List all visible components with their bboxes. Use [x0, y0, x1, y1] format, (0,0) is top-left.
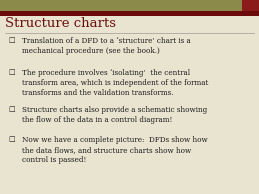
- Text: □: □: [8, 106, 15, 112]
- Text: □: □: [8, 37, 15, 43]
- Text: The procedure involves ‘isolating’  the central
transform area, which is indepen: The procedure involves ‘isolating’ the c…: [22, 69, 208, 97]
- FancyBboxPatch shape: [0, 0, 259, 11]
- Text: □: □: [8, 69, 15, 75]
- Text: Translation of a DFD to a ‘structure’ chart is a
mechanical procedure (see the b: Translation of a DFD to a ‘structure’ ch…: [22, 37, 191, 55]
- FancyBboxPatch shape: [242, 0, 259, 11]
- Text: □: □: [8, 136, 15, 142]
- Text: Structure charts: Structure charts: [5, 17, 116, 30]
- Text: Structure charts also provide a schematic showing
the flow of the data in a cont: Structure charts also provide a schemati…: [22, 106, 207, 124]
- Text: Now we have a complete picture:  DFDs show how
the data flows, and structure cha: Now we have a complete picture: DFDs sho…: [22, 136, 208, 164]
- FancyBboxPatch shape: [0, 11, 259, 16]
